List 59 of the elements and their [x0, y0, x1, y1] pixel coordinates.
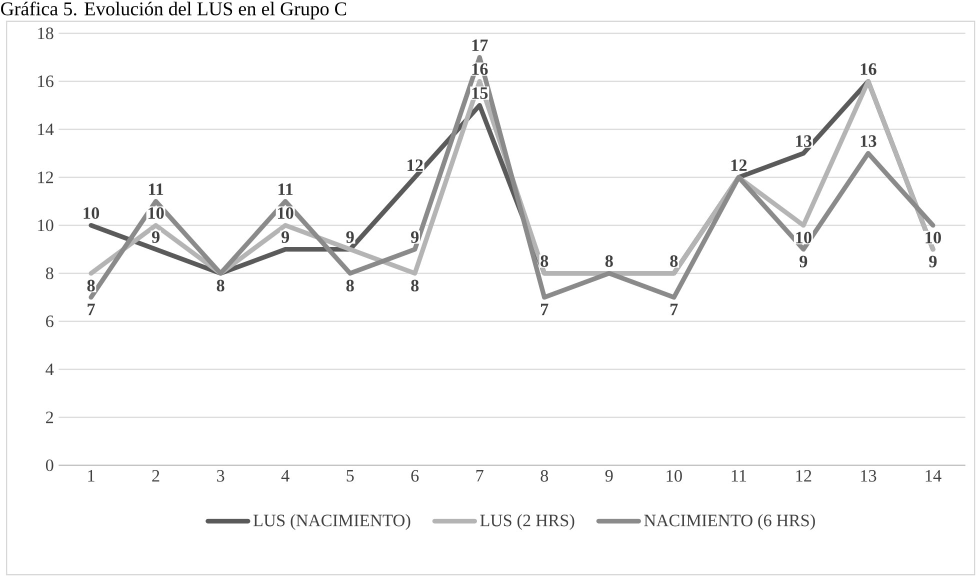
data-label: 11 [149, 183, 164, 195]
data-label: 7 [88, 304, 95, 316]
data-label: 10 [84, 207, 100, 219]
x-tick-label: 10 [666, 470, 682, 482]
data-label: 8 [87, 280, 95, 292]
y-tick-label: 14 [38, 124, 54, 136]
data-label: 16 [860, 63, 876, 75]
x-tick-label: 1 [88, 470, 94, 482]
x-tick-label: 3 [217, 470, 224, 482]
y-tick-label: 2 [46, 412, 54, 424]
x-tick-label: 6 [411, 470, 419, 482]
data-label: 12 [731, 159, 747, 171]
legend-label: NACIMIENTO (6 HRS) [644, 514, 815, 530]
data-label: 17 [472, 39, 488, 51]
x-tick-label: 9 [605, 470, 613, 482]
x-tick-label: 5 [346, 470, 354, 482]
data-label: 9 [411, 231, 419, 243]
data-label: 9 [346, 231, 354, 243]
data-label: 8 [605, 255, 613, 267]
y-tick-label: 16 [38, 76, 54, 88]
data-label: 11 [278, 183, 293, 195]
data-label: 7 [670, 304, 678, 316]
y-tick-label: 8 [46, 267, 54, 280]
chart-title: Gráfica 5. Evolución del LUS en el Grupo C [1, 2, 346, 20]
x-tick-label: 7 [476, 470, 484, 482]
data-label: 8 [411, 280, 419, 292]
x-tick-label: 8 [540, 470, 548, 482]
x-tick-label: 13 [861, 470, 876, 482]
data-label: 10 [148, 207, 164, 219]
data-label: 9 [800, 256, 808, 268]
y-tick-label: 18 [38, 27, 54, 40]
data-label: 16 [472, 63, 488, 75]
legend-label: LUS (2 HRS) [480, 514, 574, 530]
data-label: 10 [278, 207, 294, 219]
data-label: 9 [152, 231, 160, 243]
x-tick-label: 2 [152, 470, 160, 482]
data-label: 9 [929, 256, 937, 268]
legend-label: LUS (NACIMIENTO) [253, 514, 410, 530]
data-label: 13 [796, 135, 812, 147]
data-label: 8 [540, 255, 548, 267]
y-tick-label: 6 [46, 316, 54, 328]
x-tick-label: 4 [281, 470, 290, 482]
y-tick-label: 0 [46, 459, 54, 472]
data-label: 8 [670, 255, 678, 267]
data-label: 13 [860, 135, 876, 147]
data-label: 7 [541, 304, 548, 316]
data-label: 9 [281, 231, 290, 243]
data-label: 10 [796, 232, 812, 244]
y-tick-label: 4 [46, 364, 54, 376]
data-label: 8 [216, 280, 224, 292]
x-tick-label: 12 [796, 470, 812, 482]
data-label: 15 [472, 87, 488, 99]
x-tick-label: 14 [926, 470, 942, 482]
x-tick-label: 11 [732, 470, 746, 482]
data-label: 12 [408, 159, 423, 171]
data-label: 8 [346, 280, 354, 292]
data-label: 10 [926, 232, 941, 244]
y-tick-label: 10 [38, 219, 54, 232]
y-tick-label: 12 [38, 172, 54, 184]
